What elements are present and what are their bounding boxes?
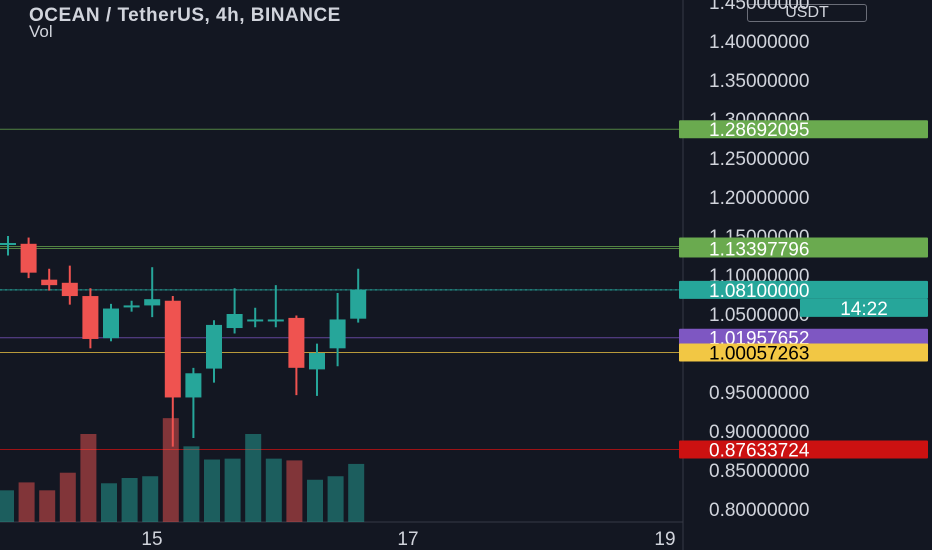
y-tick-label: 1.35000000 [709,71,809,92]
y-tick-label: 1.20000000 [709,188,809,209]
candle-body [267,319,284,322]
candle-body [185,373,202,398]
price-label-text: 0.87633724 [709,440,810,461]
volume-bar [265,458,282,522]
price-label-text: 1.00057263 [709,344,809,365]
candle-body [350,289,367,319]
y-tick-label: 1.05000000 [709,305,809,326]
y-tick-label: 1.45000000 [709,0,809,14]
price-label-box [679,440,928,459]
candle-body [144,299,161,306]
candle-body [329,319,346,349]
y-tick-label: 0.85000000 [709,461,809,482]
volume-bar [204,459,220,522]
price-label-box [679,328,928,347]
price-label-box [679,343,928,362]
volume-bar [39,490,56,522]
price-label-box [679,239,928,258]
candle-body [41,279,58,286]
volume-bar [0,490,14,522]
volume-bar [18,482,35,522]
x-tick-label: 17 [397,529,418,550]
price-label-box [679,280,928,299]
countdown-box [800,298,928,317]
candle-body [103,308,119,339]
price-label-box [679,120,928,139]
volume-bar [101,483,117,522]
candle-body [82,296,99,339]
volume-bar [121,478,138,522]
countdown-label: 14:22 [840,299,888,320]
candle-body [247,319,264,322]
volume-bar [348,463,365,522]
volume-bar [142,476,159,522]
y-tick-label: 1.25000000 [709,149,809,170]
candle-body [206,324,222,369]
volume-bar [224,458,241,522]
price-label-text: 1.13397796 [709,239,809,260]
volume-bar [286,460,303,522]
price-label-text: 1.08100000 [709,281,809,302]
volume-bar [59,472,76,522]
candle-body [164,300,181,398]
candle-body [288,317,305,368]
price-label-text: 1.28692095 [709,120,809,141]
volume-bar [183,446,200,522]
volume-bar [327,476,344,522]
x-tick-label: 15 [141,529,162,550]
volume-bar [162,418,179,522]
y-tick-label: 1.40000000 [709,32,809,53]
y-tick-label: 0.90000000 [709,422,809,443]
y-tick-label: 0.80000000 [709,500,809,521]
chart-title: OCEAN / TetherUS, 4h, BINANCE [29,5,341,26]
y-tick-label: 0.95000000 [709,383,809,404]
candle-body [123,305,140,308]
candle-body [20,243,37,273]
candle-body [309,353,325,370]
x-tick-label: 19 [654,529,675,550]
volume-bar [80,434,97,522]
candle-body [61,282,78,297]
volume-indicator-label[interactable]: Vol [29,22,53,41]
candle-body [226,314,243,329]
volume-bar [245,434,262,522]
candle-body [0,243,16,246]
volume-bar [307,479,323,522]
currency-button[interactable]: USDT [747,4,867,22]
